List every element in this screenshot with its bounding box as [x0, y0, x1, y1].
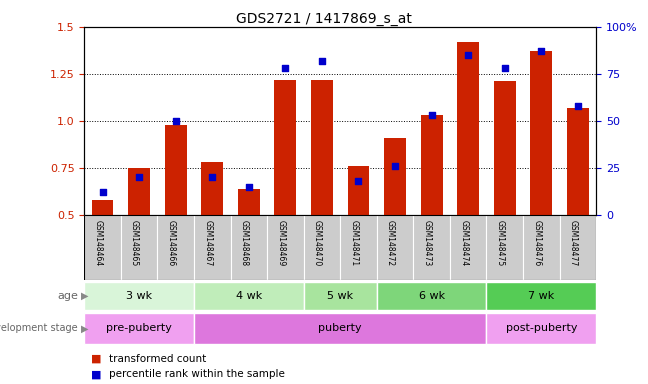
- Bar: [91, 200, 113, 215]
- Text: GSM148465: GSM148465: [130, 220, 139, 266]
- Bar: [121, 215, 157, 280]
- Bar: [376, 282, 487, 310]
- Bar: [376, 215, 413, 280]
- Text: GSM148469: GSM148469: [276, 220, 285, 266]
- Bar: [194, 313, 487, 344]
- Bar: [194, 215, 231, 280]
- Point: [97, 189, 108, 195]
- Text: GSM148473: GSM148473: [422, 220, 432, 266]
- Bar: [384, 138, 406, 215]
- Bar: [231, 215, 267, 280]
- Bar: [84, 282, 194, 310]
- Text: percentile rank within the sample: percentile rank within the sample: [109, 369, 284, 379]
- Text: 6 wk: 6 wk: [419, 291, 445, 301]
- Bar: [567, 108, 589, 215]
- Text: GDS2721 / 1417869_s_at: GDS2721 / 1417869_s_at: [236, 12, 412, 25]
- Bar: [487, 215, 523, 280]
- Text: puberty: puberty: [318, 323, 362, 333]
- Bar: [347, 166, 369, 215]
- Bar: [165, 125, 187, 215]
- Bar: [84, 313, 194, 344]
- Bar: [487, 282, 596, 310]
- Text: ▶: ▶: [81, 323, 89, 333]
- Text: 4 wk: 4 wk: [236, 291, 262, 301]
- Text: GSM148466: GSM148466: [167, 220, 176, 266]
- Point: [317, 58, 327, 64]
- Text: GSM148468: GSM148468: [240, 220, 249, 266]
- Bar: [128, 168, 150, 215]
- Bar: [194, 282, 304, 310]
- Bar: [304, 215, 340, 280]
- Point: [463, 52, 473, 58]
- Text: GSM148464: GSM148464: [93, 220, 102, 266]
- Point: [536, 48, 546, 55]
- Point: [573, 103, 583, 109]
- Point: [280, 65, 290, 71]
- Bar: [157, 215, 194, 280]
- Bar: [274, 79, 296, 215]
- Bar: [494, 81, 516, 215]
- Text: post-puberty: post-puberty: [505, 323, 577, 333]
- Bar: [530, 51, 552, 215]
- Point: [426, 112, 437, 118]
- Text: 7 wk: 7 wk: [528, 291, 555, 301]
- Bar: [487, 313, 596, 344]
- Point: [353, 178, 364, 184]
- Text: ■: ■: [91, 354, 101, 364]
- Bar: [560, 215, 596, 280]
- Bar: [267, 215, 304, 280]
- Bar: [450, 215, 487, 280]
- Text: ▶: ▶: [81, 291, 89, 301]
- Text: 5 wk: 5 wk: [327, 291, 353, 301]
- Point: [500, 65, 510, 71]
- Bar: [413, 215, 450, 280]
- Text: GSM148474: GSM148474: [459, 220, 468, 266]
- Point: [170, 118, 181, 124]
- Bar: [523, 215, 560, 280]
- Bar: [457, 42, 479, 215]
- Text: GSM148472: GSM148472: [386, 220, 395, 266]
- Text: pre-puberty: pre-puberty: [106, 323, 172, 333]
- Bar: [238, 189, 260, 215]
- Text: 3 wk: 3 wk: [126, 291, 152, 301]
- Text: age: age: [57, 291, 78, 301]
- Text: GSM148467: GSM148467: [203, 220, 213, 266]
- Bar: [84, 215, 121, 280]
- Text: ■: ■: [91, 369, 101, 379]
- Text: GSM148476: GSM148476: [532, 220, 541, 266]
- Bar: [421, 115, 443, 215]
- Bar: [202, 162, 223, 215]
- Point: [244, 184, 254, 190]
- Point: [207, 174, 218, 180]
- Text: GSM148477: GSM148477: [569, 220, 578, 266]
- Text: development stage: development stage: [0, 323, 78, 333]
- Text: transformed count: transformed count: [109, 354, 206, 364]
- Text: GSM148470: GSM148470: [313, 220, 322, 266]
- Bar: [304, 282, 376, 310]
- Bar: [311, 79, 333, 215]
- Text: GSM148471: GSM148471: [349, 220, 358, 266]
- Point: [390, 163, 400, 169]
- Point: [134, 174, 145, 180]
- Text: GSM148475: GSM148475: [496, 220, 505, 266]
- Bar: [340, 215, 376, 280]
